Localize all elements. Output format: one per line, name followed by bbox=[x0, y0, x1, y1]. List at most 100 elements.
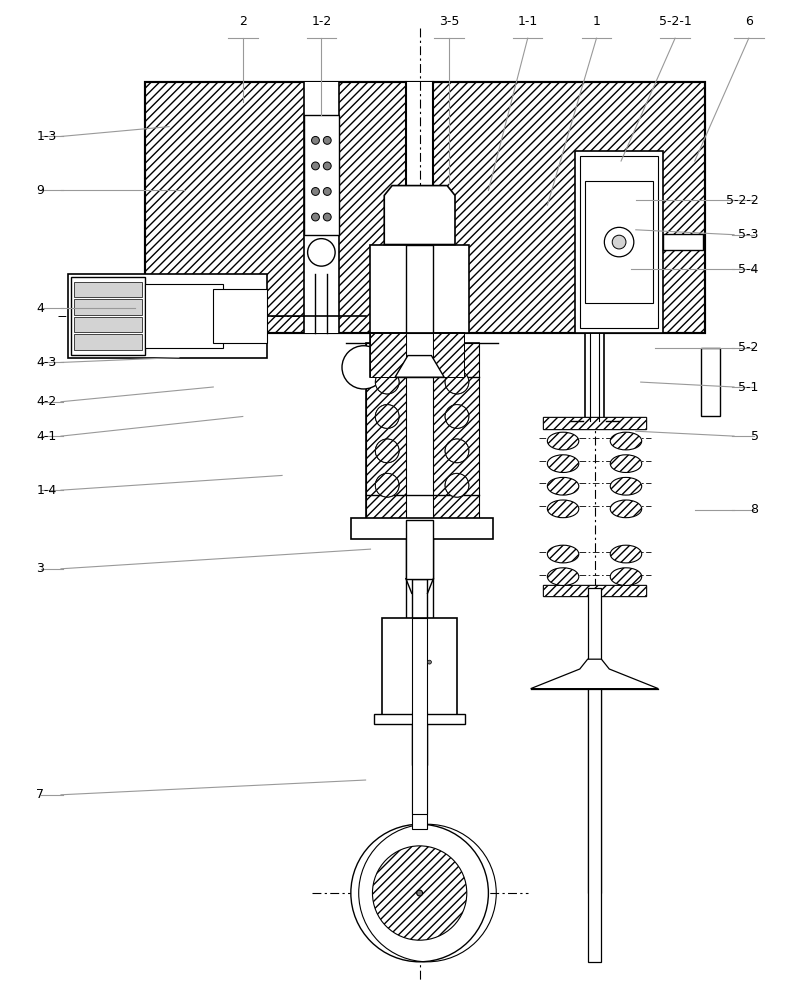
Text: 1-2: 1-2 bbox=[312, 15, 332, 28]
Circle shape bbox=[446, 473, 469, 497]
Bar bbox=[585, 333, 604, 421]
Bar bbox=[144, 82, 705, 333]
Bar bbox=[585, 181, 654, 303]
Bar bbox=[144, 82, 705, 333]
Circle shape bbox=[375, 439, 399, 463]
Text: 3: 3 bbox=[37, 562, 45, 575]
Text: 8: 8 bbox=[751, 503, 759, 516]
Circle shape bbox=[446, 439, 469, 463]
Circle shape bbox=[312, 136, 320, 144]
Text: 4: 4 bbox=[37, 302, 45, 315]
Text: 1-3: 1-3 bbox=[37, 130, 57, 143]
Text: 5-2: 5-2 bbox=[738, 341, 759, 354]
Circle shape bbox=[312, 162, 320, 170]
Circle shape bbox=[312, 213, 320, 221]
Ellipse shape bbox=[611, 545, 642, 563]
Text: 5-3: 5-3 bbox=[738, 228, 759, 241]
Text: 4-1: 4-1 bbox=[37, 430, 57, 443]
Circle shape bbox=[446, 370, 469, 394]
Circle shape bbox=[375, 405, 399, 428]
Bar bbox=[366, 343, 478, 520]
Bar bbox=[74, 299, 142, 315]
Bar bbox=[144, 284, 223, 348]
Bar bbox=[663, 234, 703, 250]
Ellipse shape bbox=[548, 455, 579, 472]
Ellipse shape bbox=[548, 477, 579, 495]
Bar bbox=[68, 274, 267, 358]
Circle shape bbox=[375, 473, 399, 497]
Bar bbox=[351, 518, 493, 539]
Ellipse shape bbox=[611, 432, 642, 450]
Bar bbox=[701, 348, 720, 416]
Polygon shape bbox=[531, 659, 658, 689]
Bar bbox=[371, 333, 464, 377]
Bar bbox=[74, 317, 142, 332]
Bar bbox=[406, 82, 434, 333]
Bar bbox=[406, 520, 434, 697]
Circle shape bbox=[324, 162, 332, 170]
Bar bbox=[74, 282, 142, 297]
Bar bbox=[587, 588, 602, 893]
Circle shape bbox=[446, 405, 469, 428]
Text: 6: 6 bbox=[745, 15, 752, 28]
Text: 3-5: 3-5 bbox=[439, 15, 459, 28]
Bar bbox=[366, 343, 406, 520]
Bar bbox=[371, 245, 469, 333]
Circle shape bbox=[612, 235, 626, 249]
Circle shape bbox=[604, 227, 634, 257]
Bar bbox=[412, 711, 427, 829]
Text: 1: 1 bbox=[592, 15, 600, 28]
Circle shape bbox=[342, 346, 385, 389]
Text: 9: 9 bbox=[37, 184, 45, 197]
Bar bbox=[304, 82, 339, 333]
Circle shape bbox=[446, 473, 469, 497]
Polygon shape bbox=[395, 356, 444, 377]
Bar bbox=[575, 151, 663, 333]
Ellipse shape bbox=[611, 455, 642, 472]
Circle shape bbox=[446, 370, 469, 394]
Ellipse shape bbox=[611, 568, 642, 585]
Ellipse shape bbox=[611, 500, 642, 518]
Circle shape bbox=[446, 405, 469, 428]
Circle shape bbox=[324, 188, 332, 195]
Circle shape bbox=[375, 439, 399, 463]
Circle shape bbox=[375, 473, 399, 497]
Bar bbox=[544, 585, 646, 596]
Bar bbox=[406, 245, 434, 333]
Circle shape bbox=[375, 370, 399, 394]
Circle shape bbox=[417, 890, 422, 896]
Text: 5-2-1: 5-2-1 bbox=[658, 15, 692, 28]
Ellipse shape bbox=[548, 500, 579, 518]
Bar bbox=[375, 714, 465, 724]
Bar bbox=[371, 333, 406, 377]
Bar bbox=[412, 579, 427, 765]
Bar bbox=[71, 277, 144, 355]
Text: 4-2: 4-2 bbox=[37, 395, 57, 408]
Text: 7: 7 bbox=[37, 788, 45, 801]
Text: 2: 2 bbox=[239, 15, 247, 28]
Bar bbox=[304, 115, 339, 235]
Bar bbox=[383, 618, 457, 716]
Text: 5-4: 5-4 bbox=[738, 263, 759, 276]
Text: 1-1: 1-1 bbox=[517, 15, 538, 28]
Bar bbox=[434, 333, 464, 377]
Bar bbox=[406, 520, 434, 579]
Circle shape bbox=[324, 213, 332, 221]
Bar bbox=[587, 684, 602, 962]
Bar bbox=[406, 333, 434, 377]
Circle shape bbox=[375, 405, 399, 428]
Circle shape bbox=[324, 136, 332, 144]
Bar bbox=[74, 334, 142, 350]
Circle shape bbox=[351, 824, 489, 962]
Polygon shape bbox=[384, 186, 455, 245]
Bar bbox=[434, 343, 478, 520]
Text: 1-4: 1-4 bbox=[37, 484, 57, 497]
Text: 5-1: 5-1 bbox=[738, 381, 759, 394]
Text: 5: 5 bbox=[751, 430, 759, 443]
Ellipse shape bbox=[611, 477, 642, 495]
Text: 4-3: 4-3 bbox=[37, 356, 57, 369]
Text: 5-2-2: 5-2-2 bbox=[726, 194, 759, 207]
Circle shape bbox=[308, 239, 335, 266]
Bar bbox=[544, 417, 646, 429]
Circle shape bbox=[427, 660, 431, 664]
